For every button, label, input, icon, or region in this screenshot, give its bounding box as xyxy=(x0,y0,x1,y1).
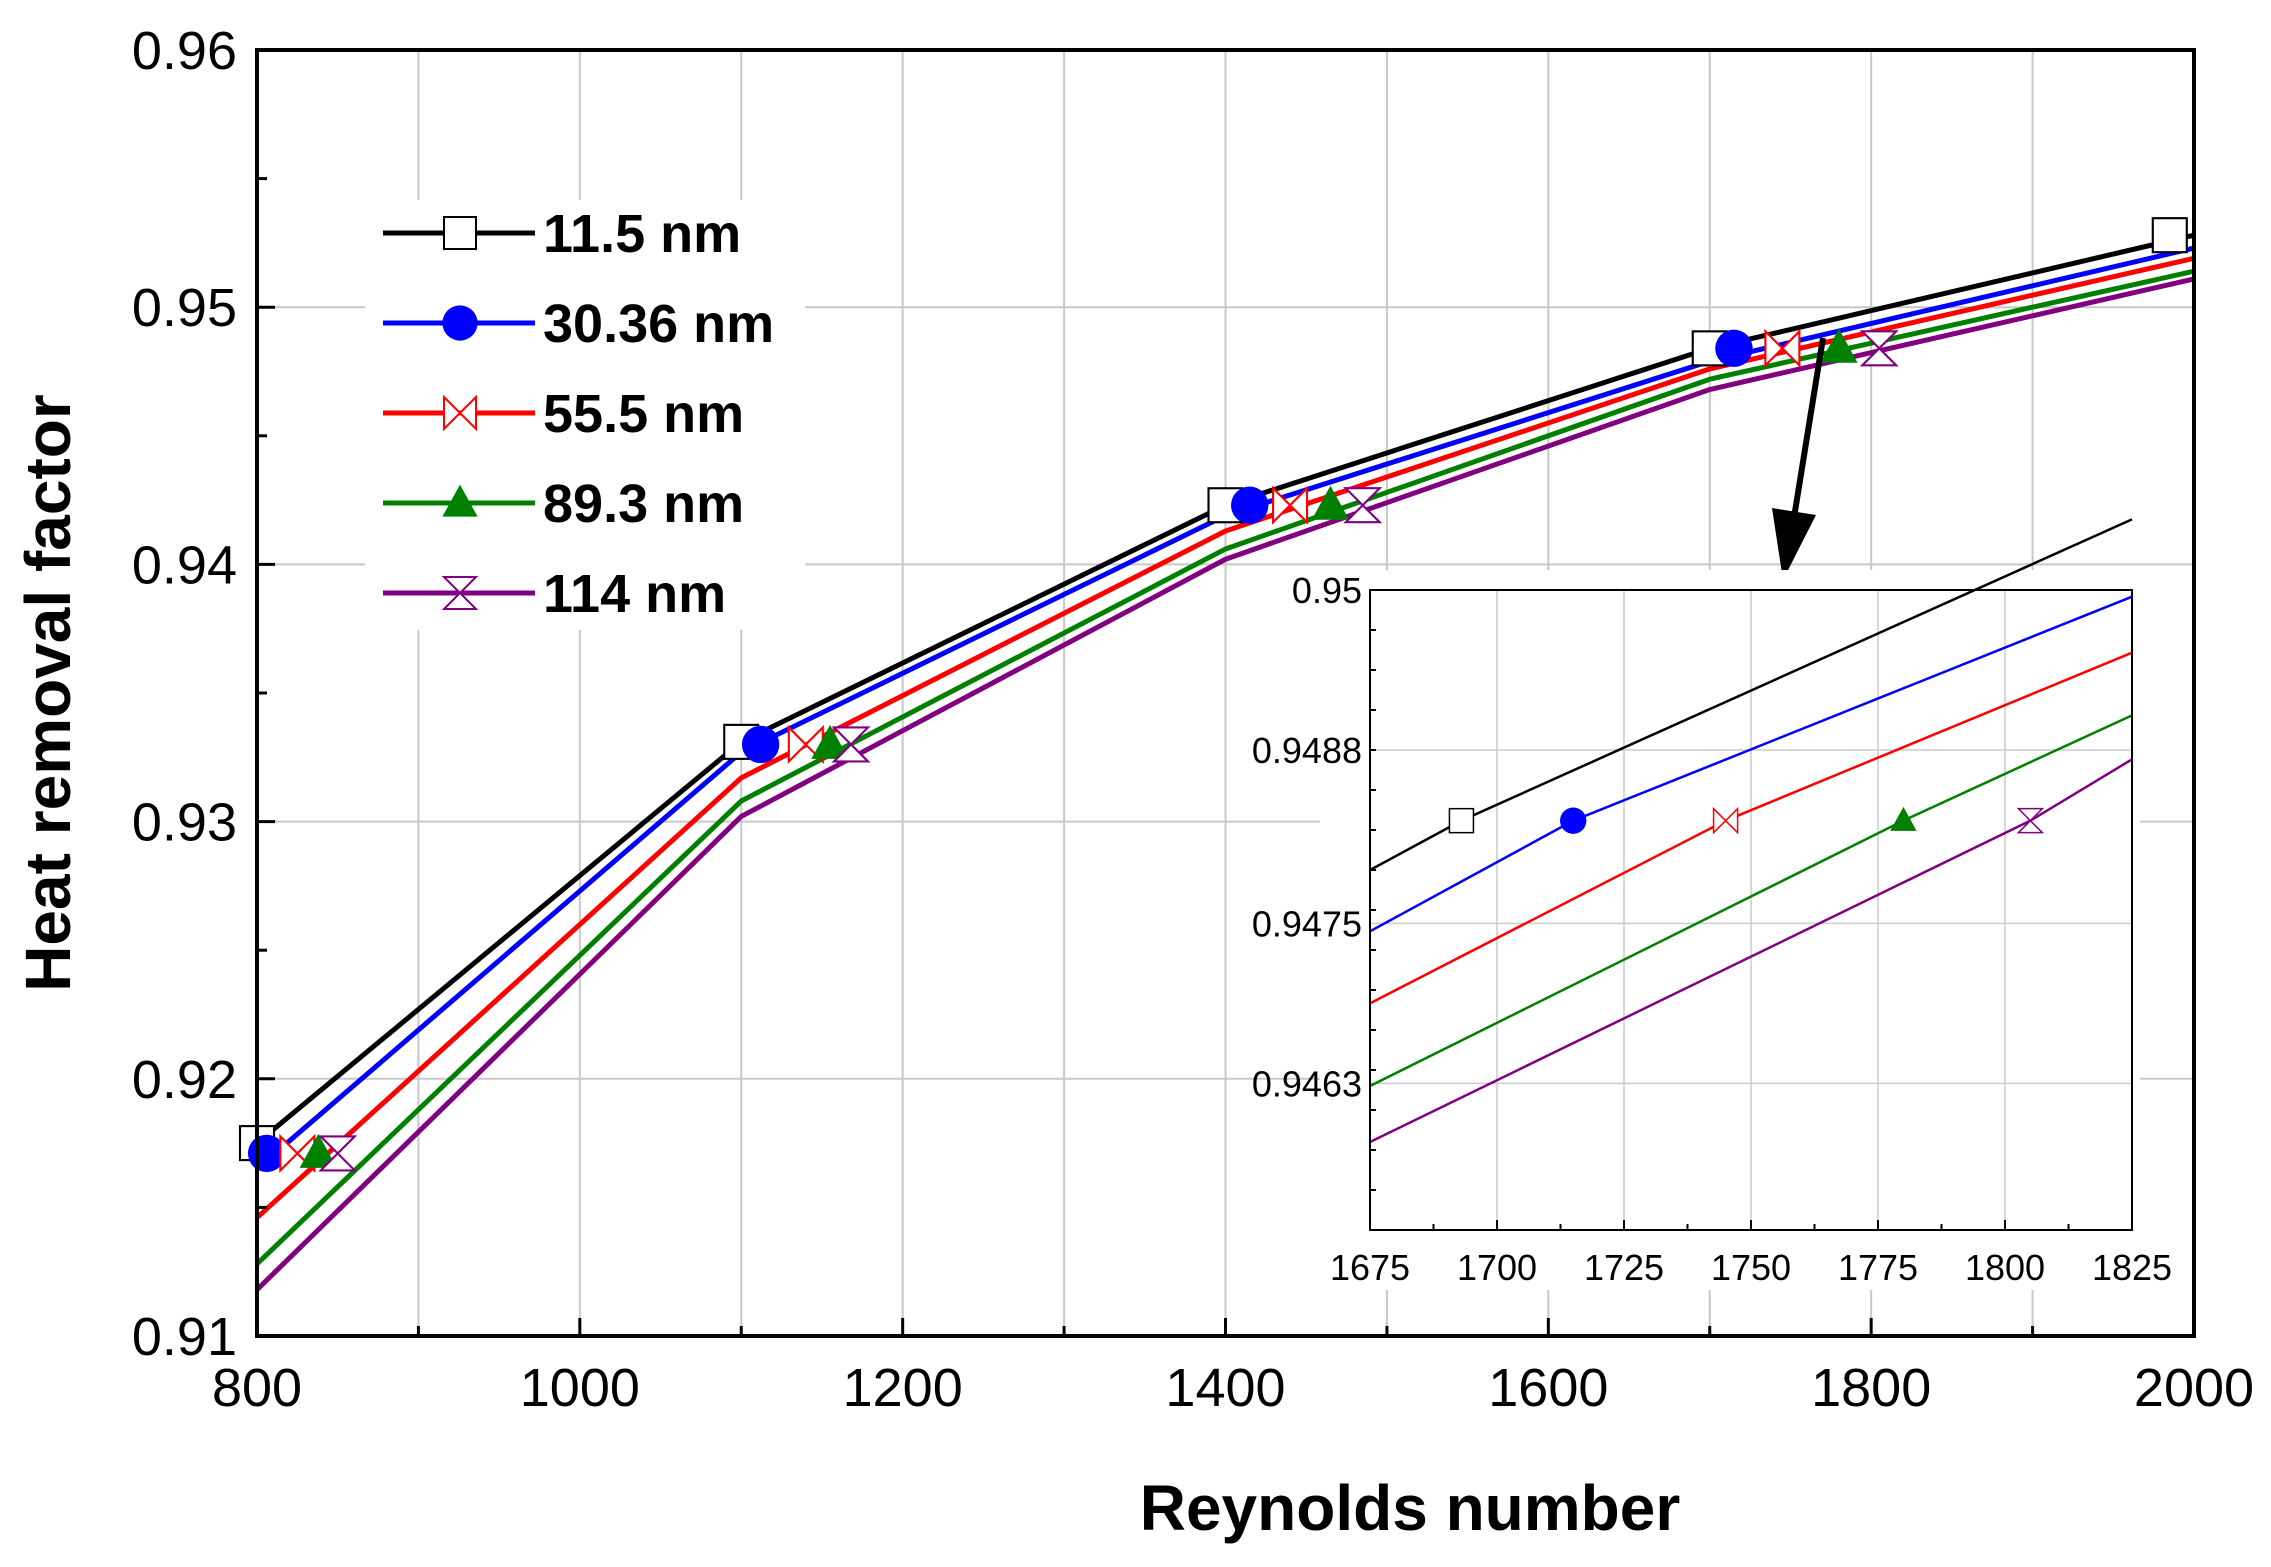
series-marker-114-nm-3 xyxy=(1859,330,1899,367)
legend-marker-55-5-nm-shape xyxy=(443,394,477,432)
y-axis-title: Heat removal factor xyxy=(12,394,84,992)
inset-background xyxy=(1320,570,2140,1290)
series-marker-30-36-nm-2-shape xyxy=(1231,486,1269,524)
series-marker-114-nm-0 xyxy=(318,1135,358,1172)
series-marker-55-5-nm-3 xyxy=(1764,328,1801,368)
y-tick-label-0-95: 0.95 xyxy=(132,278,237,338)
inset-marker-89-3-nm-0 xyxy=(1890,806,1917,831)
series-marker-89-3-nm-1-shape xyxy=(811,724,849,759)
inset-marker-30-36-nm-0 xyxy=(1560,807,1587,834)
inset-x-tick-label-1775: 1775 xyxy=(1838,1247,1918,1288)
x-axis-title: Reynolds number xyxy=(1140,1472,1681,1544)
inset-x-tick-label-1700: 1700 xyxy=(1457,1247,1537,1288)
inset-y-tick-label-0-9463: 0.9463 xyxy=(1252,1063,1362,1104)
legend-marker-30-36-nm xyxy=(442,305,478,341)
inset-y-tick-label-0-9488: 0.9488 xyxy=(1252,730,1362,771)
x-tick-label-1000: 1000 xyxy=(520,1358,640,1418)
legend: 11.5 nm 30.36 nm 55.5 nm 89.3 nm 114 nm xyxy=(365,200,805,630)
legend-marker-89-3-nm xyxy=(442,484,478,517)
legend-label-55-5-nm: 55.5 nm xyxy=(543,384,744,444)
series-marker-89-3-nm-2 xyxy=(1311,485,1350,520)
series-marker-114-nm-1 xyxy=(831,726,871,763)
inset-tick-labels: 1675 1700 1725 1750 1775 1800 1825 0.9463 0.9475… xyxy=(1252,570,2172,1288)
inset-y-tick-label-0-95: 0.95 xyxy=(1292,570,1362,611)
series-marker-11-5-nm-4-shape xyxy=(2151,217,2188,254)
series-marker-114-nm-0-shape xyxy=(318,1135,358,1172)
x-tick-label-800: 800 xyxy=(212,1358,302,1418)
inset-marker-11-5-nm-0 xyxy=(1448,807,1475,834)
inset-x-tick-label-1725: 1725 xyxy=(1584,1247,1664,1288)
legend-marker-11-5-nm-shape xyxy=(443,216,477,250)
inset-marker-11-5-nm-0-shape xyxy=(1448,807,1475,834)
inset-x-tick-label-1675: 1675 xyxy=(1330,1247,1410,1288)
inset-marker-114-nm-0-shape xyxy=(2016,807,2045,834)
legend-label-11-5-nm: 11.5 nm xyxy=(543,204,741,264)
legend-marker-11-5-nm xyxy=(443,216,477,250)
series-marker-114-nm-2-shape xyxy=(1343,487,1383,524)
y-tick-label-0-91: 0.91 xyxy=(132,1307,237,1367)
inset-x-tick-label-1800: 1800 xyxy=(1965,1247,2045,1288)
legend-marker-114-nm xyxy=(441,576,479,610)
series-marker-89-3-nm-2-shape xyxy=(1311,485,1350,520)
x-tick-label-2000: 2000 xyxy=(2134,1358,2254,1418)
series-marker-114-nm-3-shape xyxy=(1859,330,1899,367)
main-ticks xyxy=(255,48,2196,1338)
inset-marker-89-3-nm-0-shape xyxy=(1890,806,1917,831)
inset-y-tick-label-0-9475: 0.9475 xyxy=(1252,903,1362,944)
series-marker-55-5-nm-2-shape xyxy=(1272,485,1309,525)
inset-grid xyxy=(1370,590,2132,1230)
series-marker-30-36-nm-3-shape xyxy=(1715,329,1753,368)
series-marker-55-5-nm-2 xyxy=(1272,485,1309,525)
legend-marker-89-3-nm-shape xyxy=(442,484,478,517)
inset-pointer-arrow xyxy=(1772,337,1826,580)
series-marker-89-3-nm-3-shape xyxy=(1820,328,1858,363)
series-marker-11-5-nm-4 xyxy=(2151,217,2188,254)
series-marker-30-36-nm-3 xyxy=(1715,329,1753,368)
inset-marker-55-5-nm-0-shape xyxy=(1712,806,1739,835)
inset-marker-30-36-nm-0-shape xyxy=(1560,807,1587,834)
series-marker-89-3-nm-0-shape xyxy=(299,1133,338,1168)
legend-label-30-36-nm: 30.36 nm xyxy=(543,294,774,354)
series-marker-89-3-nm-0 xyxy=(299,1133,338,1168)
series-marker-114-nm-2 xyxy=(1343,487,1383,524)
inset-x-tick-label-1825: 1825 xyxy=(2092,1247,2172,1288)
y-tick-label-0-93: 0.93 xyxy=(132,793,237,853)
main-tick-labels: 800 1000 1200 1400 1600 1800 2000 0.91 0.92 0.93 0… xyxy=(132,21,2254,1418)
series-marker-30-36-nm-2 xyxy=(1231,486,1269,524)
series-line-89-3-nm xyxy=(255,268,2195,1266)
legend-marker-114-nm-shape xyxy=(441,576,479,610)
series-marker-89-3-nm-3 xyxy=(1820,328,1858,363)
series-marker-30-36-nm-1-shape xyxy=(741,725,780,764)
x-tick-label-1600: 1600 xyxy=(1488,1358,1608,1418)
x-tick-label-1200: 1200 xyxy=(843,1358,963,1418)
y-tick-label-0-94: 0.94 xyxy=(132,535,237,595)
series-marker-30-36-nm-1 xyxy=(741,725,780,764)
x-tick-label-1800: 1800 xyxy=(1811,1358,1931,1418)
series-marker-55-5-nm-1 xyxy=(787,724,824,765)
legend-marker-55-5-nm xyxy=(443,394,477,432)
series-marker-114-nm-1-shape xyxy=(831,726,871,763)
x-tick-label-1400: 1400 xyxy=(1165,1358,1285,1418)
y-tick-label-0-96: 0.96 xyxy=(132,21,237,81)
inset-marker-114-nm-0 xyxy=(2016,807,2045,834)
legend-label-114-nm: 114 nm xyxy=(543,564,726,624)
inset-chart: 1675 1700 1725 1750 1775 1800 1825 0.9463 0.9475… xyxy=(1252,518,2172,1290)
legend-label-89-3-nm: 89.3 nm xyxy=(543,474,744,534)
inset-x-tick-label-1750: 1750 xyxy=(1711,1247,1791,1288)
legend-marker-30-36-nm-shape xyxy=(442,305,478,341)
series-marker-55-5-nm-1-shape xyxy=(787,724,824,765)
inset-ticks xyxy=(1369,589,2133,1231)
inset-marker-55-5-nm-0 xyxy=(1712,806,1739,835)
y-tick-label-0-92: 0.92 xyxy=(132,1050,237,1110)
series-line-114-nm xyxy=(255,276,2195,1292)
inset-series-markers xyxy=(1448,806,2045,835)
series-marker-89-3-nm-1 xyxy=(811,724,849,759)
series-marker-55-5-nm-3-shape xyxy=(1764,328,1801,368)
